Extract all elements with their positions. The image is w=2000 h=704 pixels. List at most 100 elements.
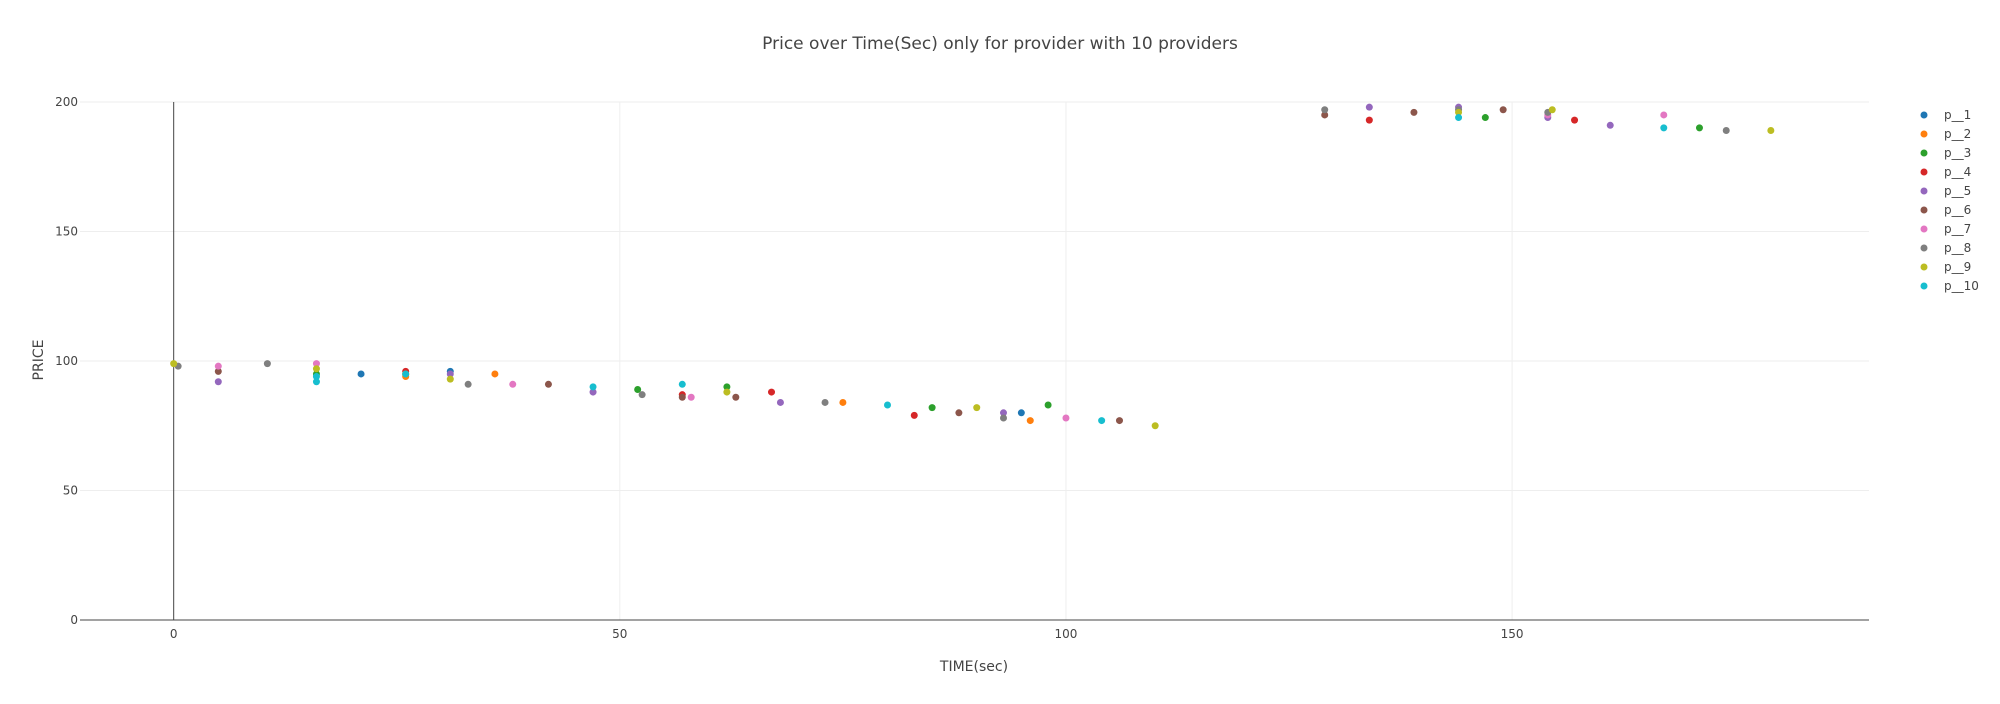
legend-marker [1920,149,1928,157]
legend-label: p__3 [1944,146,1971,160]
data-point[interactable] [732,393,740,401]
data-point[interactable] [678,393,686,401]
x-axis-title: TIME(sec) [939,659,1008,675]
legend-label: p__6 [1944,203,1971,217]
data-point[interactable] [768,388,776,396]
data-point[interactable] [687,393,695,401]
data-point[interactable] [1098,417,1106,425]
legend-label: p__10 [1944,279,1979,293]
data-point[interactable] [1455,114,1463,122]
data-point[interactable] [1499,106,1507,114]
data-point[interactable] [357,370,365,378]
y-tick-label: 50 [63,484,78,498]
data-point[interactable] [973,404,981,412]
data-point[interactable] [1571,116,1579,124]
data-point[interactable] [884,401,892,409]
data-point[interactable] [1062,414,1070,422]
y-tick-label: 100 [55,354,78,368]
legend-item[interactable]: p__8 [1920,241,1972,255]
series-p__4 [402,116,1579,419]
data-point[interactable] [723,388,731,396]
series-p__1 [357,367,1025,417]
legend-item[interactable]: p__10 [1920,279,1979,293]
data-point[interactable] [446,375,454,383]
data-point[interactable] [446,370,454,378]
data-point[interactable] [1767,126,1775,134]
data-point[interactable] [1365,103,1373,111]
data-point[interactable] [1548,106,1556,114]
data-point[interactable] [589,383,597,391]
data-point[interactable] [544,380,552,388]
legend-label: p__7 [1944,222,1971,236]
data-point[interactable] [634,385,642,393]
data-point[interactable] [1481,114,1489,122]
data-point[interactable] [214,362,222,370]
legend-item[interactable]: p__7 [1920,222,1972,236]
data-point[interactable] [1321,106,1329,114]
legend-label: p__1 [1944,108,1971,122]
data-point[interactable] [999,414,1007,422]
data-point[interactable] [491,370,499,378]
series-p__7 [214,111,1668,422]
data-point[interactable] [312,360,320,368]
series-p__9 [170,106,1775,430]
data-point[interactable] [1115,417,1123,425]
data-point[interactable] [1606,121,1614,129]
legend-marker [1920,187,1928,195]
data-point[interactable] [214,367,222,375]
data-point[interactable] [170,360,178,368]
data-point[interactable] [312,373,320,381]
data-points [170,103,1775,430]
data-point[interactable] [678,380,686,388]
data-point[interactable] [839,398,847,406]
x-tick-label: 100 [1055,627,1078,641]
legend-item[interactable]: p__6 [1920,203,1972,217]
data-point[interactable] [1660,124,1668,132]
legend: p__1 p__2 p__3 p__4 p__5 p__6 p__7 p__8 p__9 p__1… [1920,108,1979,293]
data-point[interactable] [589,388,597,396]
data-point[interactable] [1026,417,1034,425]
data-point[interactable] [1365,116,1373,124]
y-tick-label: 150 [55,225,78,239]
data-point[interactable] [910,411,918,419]
data-point[interactable] [464,380,472,388]
data-point[interactable] [214,378,222,386]
data-point[interactable] [1695,124,1703,132]
data-point[interactable] [1660,111,1668,119]
legend-marker [1920,282,1928,290]
data-point[interactable] [1410,108,1418,116]
series-p__10 [312,114,1668,425]
data-point[interactable] [928,404,936,412]
chart-title: Price over Time(Sec) only for provider w… [762,34,1238,54]
data-point[interactable] [509,380,517,388]
legend-item[interactable]: p__1 [1920,108,1972,122]
data-point[interactable] [821,398,829,406]
legend-marker [1920,206,1928,214]
data-point[interactable] [723,383,731,391]
data-point[interactable] [1044,401,1052,409]
data-point[interactable] [1722,126,1730,134]
legend-item[interactable]: p__9 [1920,260,1972,274]
data-point[interactable] [263,360,271,368]
legend-item[interactable]: p__3 [1920,146,1972,160]
legend-marker [1920,263,1928,271]
data-point[interactable] [312,378,320,386]
data-point[interactable] [1321,111,1329,119]
data-point[interactable] [1455,108,1463,116]
data-point[interactable] [312,365,320,373]
legend-item[interactable]: p__5 [1920,184,1972,198]
data-point[interactable] [1017,409,1025,417]
x-tick-label: 0 [170,627,178,641]
legend-marker [1920,111,1928,119]
legend-label: p__4 [1944,165,1971,179]
data-point[interactable] [999,409,1007,417]
series-p__6 [214,106,1507,425]
data-point[interactable] [776,398,784,406]
data-point[interactable] [1151,422,1159,430]
data-point[interactable] [638,391,646,399]
data-point[interactable] [955,409,963,417]
legend-item[interactable]: p__4 [1920,165,1972,179]
legend-item[interactable]: p__2 [1920,127,1972,141]
data-point[interactable] [402,370,410,378]
